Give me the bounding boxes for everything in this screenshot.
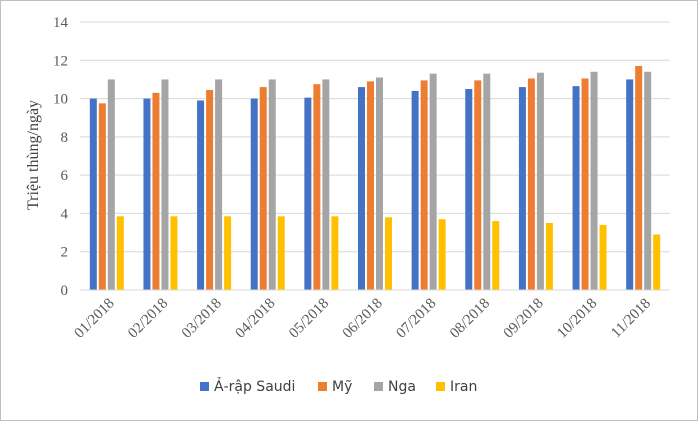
bar: [277, 216, 285, 290]
bar: [313, 84, 321, 290]
x-tick-label: 07/2018: [393, 296, 439, 342]
bar: [429, 73, 437, 290]
bar: [545, 223, 553, 290]
x-tick-label: 01/2018: [72, 296, 118, 342]
bar: [644, 71, 652, 291]
bar: [152, 92, 160, 290]
x-tick-label: 11/2018: [608, 296, 654, 342]
bar: [653, 234, 661, 290]
x-axis-ticks: 01/2018 02/2018 03/2018 04/2018 05/2018 06/20…: [72, 296, 654, 342]
bar: [215, 79, 223, 290]
bar: [259, 87, 267, 290]
legend-label: Iran: [450, 379, 477, 395]
legend-swatch: [436, 382, 445, 391]
bar: [420, 80, 428, 290]
bar: [98, 103, 106, 290]
x-tick-label: 03/2018: [179, 296, 225, 342]
legend-swatch: [200, 382, 209, 391]
bar: [536, 72, 544, 290]
legend-swatch: [318, 382, 327, 391]
bar: [358, 87, 365, 290]
y-tick-label: 2: [61, 245, 69, 261]
bar: [438, 219, 446, 290]
x-tick-label: 09/2018: [501, 296, 547, 342]
bar: [581, 78, 589, 290]
legend-label: Nga: [388, 379, 416, 395]
bar: [322, 79, 330, 290]
bar: [483, 73, 491, 290]
bar: [224, 216, 232, 290]
bar: [161, 79, 169, 290]
y-tick-label: 8: [61, 130, 69, 146]
bar: [367, 81, 374, 290]
bar: [411, 90, 419, 291]
bar: [465, 89, 473, 290]
legend-label: Mỹ: [332, 379, 352, 395]
bar: [572, 86, 580, 290]
bar: [518, 87, 526, 290]
y-tick-label: 4: [61, 206, 69, 222]
y-axis-ticks: 0 2 4 6 8 10 12 14: [53, 15, 69, 299]
legend: Ả-rập Saudi Mỹ Nga Iran: [200, 377, 477, 395]
x-tick-label: 05/2018: [286, 296, 332, 342]
bar: [170, 216, 178, 290]
bar: [385, 217, 392, 290]
bar: [590, 71, 598, 291]
x-tick-label: 08/2018: [447, 296, 493, 342]
legend-label: Ả-rập Saudi: [214, 377, 295, 395]
bar: [376, 77, 383, 290]
bar: [331, 216, 339, 290]
bar: [268, 79, 276, 290]
y-tick-label: 0: [61, 283, 69, 299]
bar-series: [89, 66, 661, 291]
x-tick-label: 04/2018: [232, 296, 278, 342]
bar: [492, 221, 500, 290]
bar: [116, 216, 124, 290]
bar: [206, 89, 214, 290]
bar: [304, 97, 312, 290]
y-tick-label: 14: [53, 15, 69, 31]
x-tick-label: 02/2018: [125, 296, 171, 342]
y-tick-label: 10: [53, 92, 68, 108]
legend-swatch: [374, 382, 383, 391]
bar: [250, 98, 258, 290]
bar: [89, 98, 97, 290]
gridlines: [80, 21, 670, 253]
y-tick-label: 12: [53, 53, 68, 69]
y-axis-label: Triệu thùng/ngày: [25, 100, 42, 210]
bar: [107, 79, 115, 290]
bar: [527, 78, 535, 290]
bar: [626, 79, 634, 290]
bar: [635, 66, 643, 291]
y-tick-label: 6: [61, 168, 69, 184]
bar: [143, 98, 151, 290]
bar: [474, 80, 482, 290]
x-tick-label: 10/2018: [554, 296, 600, 342]
bar: [599, 224, 607, 290]
x-tick-label: 06/2018: [340, 296, 386, 342]
bar: [197, 100, 205, 290]
